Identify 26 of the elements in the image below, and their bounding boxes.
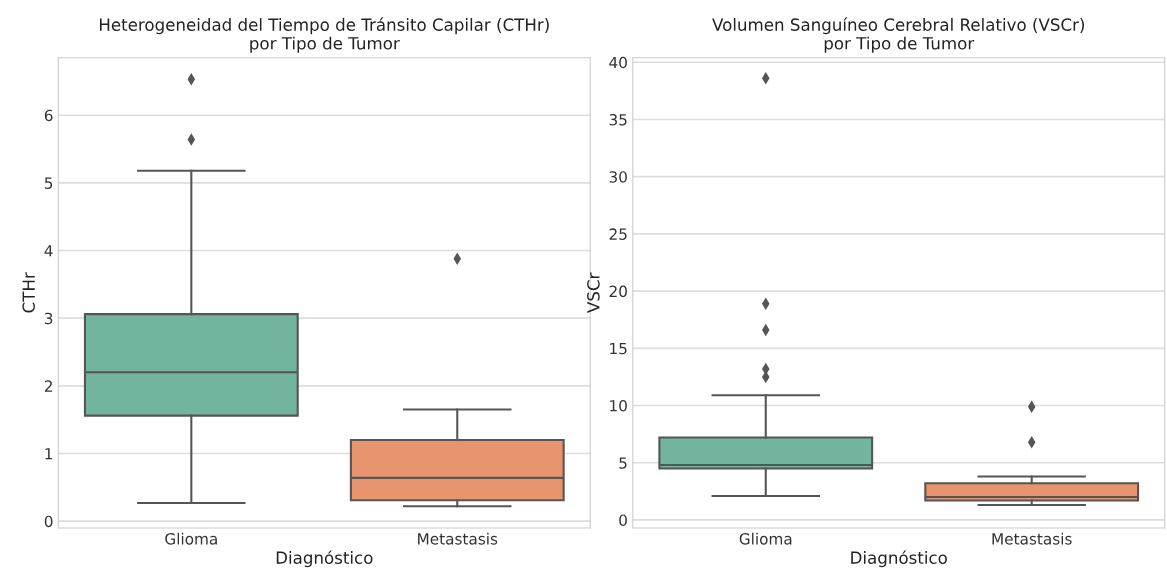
- y-tick-label: 15: [610, 342, 627, 355]
- y-axis-title: VSCr: [587, 272, 600, 313]
- y-tick-label: 40: [609, 56, 627, 69]
- x-tick-label: Metastasis: [992, 532, 1072, 545]
- y-tick-label: 6: [44, 109, 53, 122]
- y-tick-label: 5: [619, 457, 627, 469]
- x-axis-title: Diagnóstico: [276, 550, 373, 568]
- y-tick-label: 2: [44, 380, 52, 392]
- chart-title: Heterogeneidad del Tiempo de Tránsito Capilar (CTHr) por Tipo de Tumor: [99, 17, 549, 53]
- y-tick-label: 1: [45, 448, 53, 460]
- y-axis-title: CTHr: [22, 272, 35, 313]
- x-tick-label: Glioma: [739, 532, 792, 545]
- y-tick-label: 10: [610, 399, 627, 412]
- y-tick-label: 25: [609, 228, 627, 240]
- y-tick-label: 35: [609, 113, 627, 126]
- x-axis-title: Diagnóstico: [851, 550, 947, 568]
- y-tick-label: 4: [44, 245, 53, 257]
- x-tick-label: Metastasis: [418, 532, 498, 545]
- y-tick-label: 5: [44, 177, 53, 189]
- chart-title: Volumen Sanguíneo Cerebral Relativo (VSCr) por Tipo de Tumor: [712, 17, 1084, 53]
- y-tick-label: 20: [609, 285, 627, 298]
- y-tick-label: 0: [44, 515, 53, 528]
- x-tick-label: Glioma: [165, 532, 217, 545]
- y-tick-label: 30: [609, 171, 627, 183]
- y-tick-label: 0: [619, 514, 627, 526]
- y-tick-label: 3: [44, 312, 53, 325]
